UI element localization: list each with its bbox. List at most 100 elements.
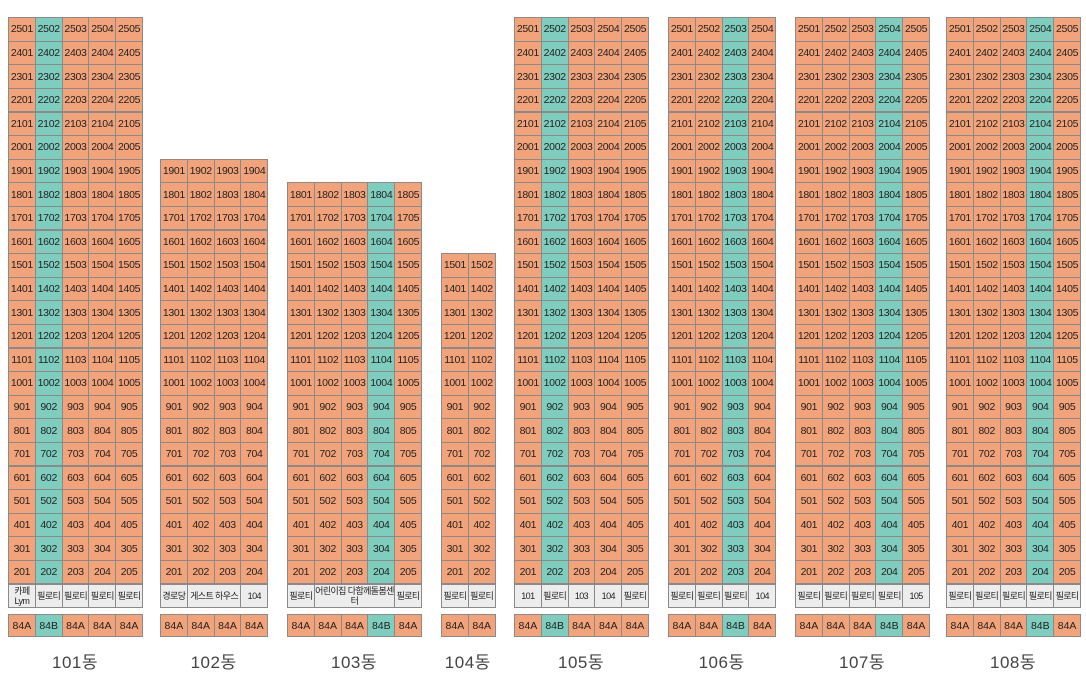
unit-cell: 1401 xyxy=(668,276,696,302)
unit-cell: 2202 xyxy=(34,87,63,113)
unit-cell: 1905 xyxy=(621,158,649,184)
unit-cell: 1404 xyxy=(594,276,623,302)
unit-cell: 705 xyxy=(115,441,143,467)
unit-cell: 202 xyxy=(540,559,569,585)
unit-cell: 1101 xyxy=(160,347,188,373)
unit-cell: 702 xyxy=(821,441,850,467)
unit-cell: 402 xyxy=(313,512,342,538)
unit-cell: 303 xyxy=(721,536,750,561)
unit-cell: 801 xyxy=(668,418,696,443)
unit-cell: 2103 xyxy=(567,111,596,137)
unit-cell: 402 xyxy=(540,512,569,538)
unit-type-badge: 84A xyxy=(88,614,117,637)
unit-cell: 401 xyxy=(160,512,188,538)
unit-cell: 1704 xyxy=(1026,205,1055,231)
unit-cell: 1603 xyxy=(721,229,750,255)
unit-cell: 204 xyxy=(748,559,777,585)
unit-cell: 1205 xyxy=(115,323,143,349)
unit-cell: 602 xyxy=(467,465,496,491)
unit-cell: 2002 xyxy=(694,135,723,160)
unit-cell: 201 xyxy=(514,559,542,585)
unit-cell: 701 xyxy=(160,441,188,467)
unit-cell: 2005 xyxy=(1053,135,1081,160)
unit-cell: 1801 xyxy=(668,182,696,207)
unit-cell: 1404 xyxy=(88,276,117,302)
unit-cell: 1402 xyxy=(694,276,723,302)
unit-cell: 1605 xyxy=(902,229,930,255)
unit-cell: 305 xyxy=(621,536,649,561)
unit-cell: 405 xyxy=(1053,512,1081,538)
unit-cell: 2203 xyxy=(567,87,596,113)
unit-cell: 404 xyxy=(88,512,117,538)
building-label: 107동 xyxy=(838,653,885,672)
unit-cell: 1705 xyxy=(902,205,930,231)
unit-cell: 704 xyxy=(1026,441,1055,467)
unit-cell: 1205 xyxy=(902,323,930,349)
unit-cell: 2301 xyxy=(946,64,974,89)
unit-cell: 1401 xyxy=(8,276,36,302)
unit-cell: 1102 xyxy=(540,347,569,373)
unit-cell: 1502 xyxy=(972,253,1001,278)
unit-cell: 1003 xyxy=(567,371,596,396)
unit-cell: 403 xyxy=(213,512,242,538)
unit-cell: 801 xyxy=(795,418,823,443)
unit-cell: 1405 xyxy=(1053,276,1081,302)
unit-cell: 1701 xyxy=(514,205,542,231)
unit-cell: 1102 xyxy=(186,347,215,373)
unit-cell: 1401 xyxy=(441,276,469,302)
unit-cell: 2001 xyxy=(514,135,542,160)
unit-cell: 2205 xyxy=(902,87,930,113)
unit-cell: 2205 xyxy=(621,87,649,113)
unit-cell: 202 xyxy=(313,559,342,585)
unit-cell: 1905 xyxy=(902,158,930,184)
unit-cell: 603 xyxy=(848,465,877,491)
unit-cell: 202 xyxy=(467,559,496,585)
unit-cell: 903 xyxy=(340,394,369,420)
unit-cell: 702 xyxy=(34,441,63,467)
unit-cell: 1505 xyxy=(902,253,930,278)
unit-cell: 1102 xyxy=(972,347,1001,373)
unit-cell: 905 xyxy=(621,394,649,420)
unit-type-badge: 84A xyxy=(186,614,215,637)
unit-cell: 505 xyxy=(621,489,649,514)
unit-cell: 2102 xyxy=(540,111,569,137)
unit-cell: 1103 xyxy=(213,347,242,373)
ground-floor-cell: 104 xyxy=(240,583,269,609)
unit-type-badge: 84B xyxy=(1026,614,1055,637)
unit-cell: 703 xyxy=(340,441,369,467)
unit-cell: 2002 xyxy=(34,135,63,160)
unit-cell: 604 xyxy=(367,465,396,491)
unit-cell: 2304 xyxy=(875,64,904,89)
unit-cell: 1203 xyxy=(848,323,877,349)
unit-cell: 1303 xyxy=(567,300,596,325)
unit-cell: 2103 xyxy=(999,111,1028,137)
unit-cell: 2001 xyxy=(8,135,36,160)
unit-cell: 1705 xyxy=(394,205,422,231)
unit-cell: 601 xyxy=(160,465,188,491)
unit-cell: 802 xyxy=(467,418,496,443)
unit-cell: 805 xyxy=(621,418,649,443)
unit-cell: 2205 xyxy=(1053,87,1081,113)
unit-cell: 304 xyxy=(240,536,269,561)
unit-cell: 1802 xyxy=(186,182,215,207)
unit-cell: 2504 xyxy=(748,17,777,42)
unit-cell: 1002 xyxy=(694,371,723,396)
unit-cell: 201 xyxy=(668,559,696,585)
unit-cell: 2402 xyxy=(694,40,723,66)
unit-cell: 1004 xyxy=(875,371,904,396)
unit-cell: 1305 xyxy=(902,300,930,325)
unit-cell: 1403 xyxy=(999,276,1028,302)
unit-cell: 1101 xyxy=(514,347,542,373)
unit-cell: 2204 xyxy=(88,87,117,113)
ground-floor-cell: 105 xyxy=(902,583,930,609)
unit-cell: 1603 xyxy=(567,229,596,255)
unit-cell: 703 xyxy=(213,441,242,467)
unit-cell: 805 xyxy=(1053,418,1081,443)
unit-cell: 2305 xyxy=(902,64,930,89)
unit-cell: 2103 xyxy=(61,111,90,137)
ground-floor-cell: 카페 Lym xyxy=(8,583,36,609)
unit-cell: 1302 xyxy=(186,300,215,325)
unit-cell: 1602 xyxy=(972,229,1001,255)
unit-cell: 2404 xyxy=(748,40,777,66)
unit-cell: 402 xyxy=(186,512,215,538)
